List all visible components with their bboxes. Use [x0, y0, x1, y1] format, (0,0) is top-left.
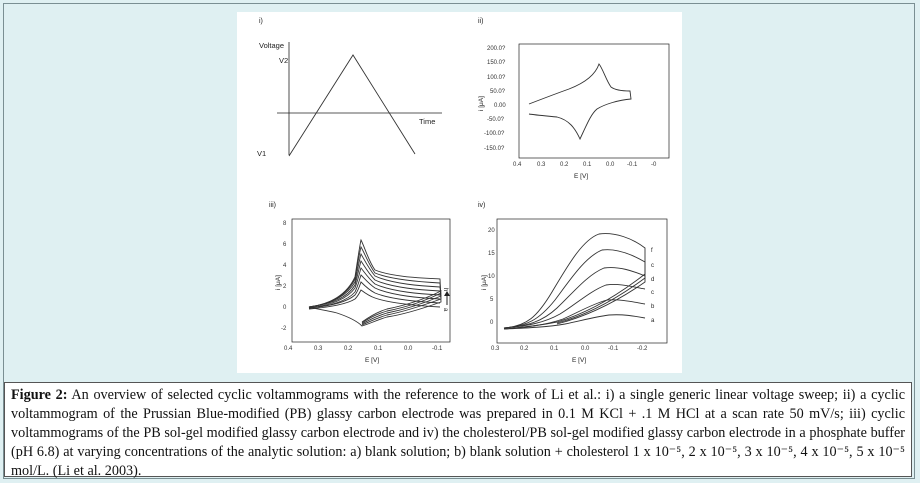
panel-ii-yticks: 200.0? 150.0? 100.0? 50.0? 0.00 -50.0? -… [484, 46, 506, 152]
panel-ii-xtick: 0.3 [537, 162, 546, 168]
panel-iii-cv-curve [308, 238, 442, 327]
panel-iv-ytick: 20 [488, 228, 495, 234]
panel-i: i) Voltage V2 V1 Time [257, 18, 442, 158]
panel-iii-xtick: -0.1 [432, 346, 443, 352]
panel-iii-cv-curve [308, 259, 442, 324]
panel-iv-cv-curve [503, 284, 646, 329]
panel-ii-xtick: -0.1 [627, 162, 638, 168]
panel-iv-frame [496, 218, 668, 344]
panel-iv-cv-curve [503, 314, 646, 330]
panel-iii-frame [291, 218, 451, 343]
panel-iv-ytick: 15 [488, 251, 495, 257]
panel-ii-xtick: -0 [651, 162, 657, 168]
panel-iv-curves [503, 233, 646, 330]
panel-ii-ytick: 50.0? [490, 89, 506, 95]
panel-iii-xtick: 0.1 [374, 346, 383, 352]
panel-iv-curve-label: f [651, 248, 653, 254]
panel-iv-xtick: 0.0 [581, 346, 590, 352]
figure-image: i) Voltage V2 V1 Time ii) i [μA] 200.0? … [237, 12, 682, 373]
panel-ii-ytick: 0.00 [494, 103, 506, 109]
panel-ii-xtick: 0.2 [560, 162, 569, 168]
panel-iv-xtick: 0.2 [520, 346, 529, 352]
panel-iv-ytick: 0 [490, 320, 494, 326]
panel-iv-xtick: 0.3 [491, 346, 500, 352]
figure-svg: i) Voltage V2 V1 Time ii) i [μA] 200.0? … [257, 18, 670, 364]
panel-ii-xtick: 0.4 [513, 162, 522, 168]
panel-iii-cv-curve [308, 274, 441, 309]
panel-iv-cv-curve [503, 267, 646, 329]
panel-iii-label: iii) [269, 202, 276, 209]
panel-iii-xtick: 0.0 [404, 346, 413, 352]
panel-iii-cv-curve [308, 281, 441, 309]
panel-iv-curve-label: c [651, 290, 654, 296]
panel-iii-cv-curve [308, 267, 442, 323]
panel-i-ylabel: Voltage [259, 41, 284, 50]
panel-ii-ylabel: i [μA] [478, 96, 485, 111]
figure-container [3, 3, 915, 479]
panel-iii-arrow-bottom: a [442, 308, 448, 312]
panel-iii-ytick: 0 [283, 305, 287, 311]
panel-iii-arrow-head [444, 291, 450, 296]
panel-iii-xlabel: E [V] [365, 357, 379, 364]
panel-iii-cv-curve [308, 245, 442, 326]
panel-iv-curve-label: d [651, 277, 654, 283]
panel-iii-xticks: 0.4 0.3 0.2 0.1 0.0 -0.1 [284, 346, 443, 352]
panel-iv-xtick: -0.2 [637, 346, 648, 352]
panel-iv-ylabel: i [μA] [481, 275, 488, 290]
panel-ii-ytick: -100.0? [484, 131, 505, 137]
panel-ii-xlabel: E [V] [574, 173, 588, 180]
panel-iii-ytick: 6 [283, 242, 287, 248]
panel-ii-ytick: 150.0? [487, 60, 506, 66]
panel-ii-frame [518, 43, 670, 159]
panel-iv-curve-label: c [651, 263, 654, 269]
panel-iii-ytick: 8 [283, 221, 287, 227]
panel-iv-cv-curve [503, 299, 646, 330]
panel-iv-curve-labels: f c d c b a [651, 248, 655, 324]
panel-ii-xtick: 0.0 [606, 162, 615, 168]
panel-iii-xtick: 0.3 [314, 346, 323, 352]
panel-iv-xlabel: E [V] [572, 357, 586, 364]
caption-label: Figure 2: [11, 387, 68, 403]
caption-text: An overview of selected cyclic voltammog… [11, 387, 905, 479]
figure-caption: Figure 2: An overview of selected cyclic… [4, 382, 912, 479]
panel-iii-curves [308, 238, 442, 327]
panel-iv-curve-label: a [651, 318, 655, 324]
panel-i-voltage-sweep [288, 54, 416, 157]
panel-iv-cv-curve [503, 249, 646, 329]
panel-iv: iv) i [μA] 20 15 10 5 0 0.3 0.2 0.1 0.0 … [478, 202, 668, 364]
panel-ii: ii) i [μA] 200.0? 150.0? 100.0? 50.0? 0.… [478, 18, 670, 180]
panel-iii-ytick: 4 [283, 263, 287, 269]
panel-iv-xticks: 0.3 0.2 0.1 0.0 -0.1 -0.2 [491, 346, 648, 352]
panel-iv-xtick: -0.1 [608, 346, 619, 352]
panel-iii-ytick: -2 [281, 326, 287, 332]
panel-iii-arrow-top: h [442, 288, 448, 291]
panel-iv-xtick: 0.1 [550, 346, 559, 352]
panel-ii-cv-curve [528, 63, 632, 141]
panel-iv-curve-label: b [651, 304, 655, 310]
panel-ii-ytick: 200.0? [487, 46, 506, 52]
panel-iii-xtick: 0.4 [284, 346, 293, 352]
panel-iii-xtick: 0.2 [344, 346, 353, 352]
panel-iv-cv-curve [503, 233, 646, 330]
panel-ii-ytick: 100.0? [487, 75, 506, 81]
panel-iv-label: iv) [478, 202, 485, 209]
panel-ii-xtick: 0.1 [583, 162, 592, 168]
panel-i-xlabel: Time [419, 117, 435, 126]
panel-ii-ytick: -50.0? [487, 117, 505, 123]
panel-ii-ytick: -150.0? [484, 146, 505, 152]
panel-iii-ylabel: i [μA] [275, 275, 282, 290]
panel-iii-cv-curve [308, 289, 441, 310]
panel-ii-xticks: 0.4 0.3 0.2 0.1 0.0 -0.1 -0 [513, 162, 657, 168]
panel-iii-cv-curve [308, 252, 442, 325]
panel-i-v1: V1 [257, 149, 266, 158]
panel-iv-ytick: 5 [490, 297, 494, 303]
panel-iii-yticks: 8 6 4 2 0 -2 [281, 221, 287, 332]
panel-iv-yticks: 20 15 10 5 0 [488, 228, 495, 326]
panel-iii: iii) i [μA] 8 6 4 2 0 -2 0.4 0.3 0.2 0.1… [269, 202, 451, 364]
panel-ii-label: ii) [478, 18, 483, 25]
panel-iv-ytick: 10 [488, 274, 495, 280]
panel-i-v2: V2 [279, 56, 288, 65]
panel-iii-ytick: 2 [283, 284, 287, 290]
panel-i-label: i) [259, 18, 263, 25]
